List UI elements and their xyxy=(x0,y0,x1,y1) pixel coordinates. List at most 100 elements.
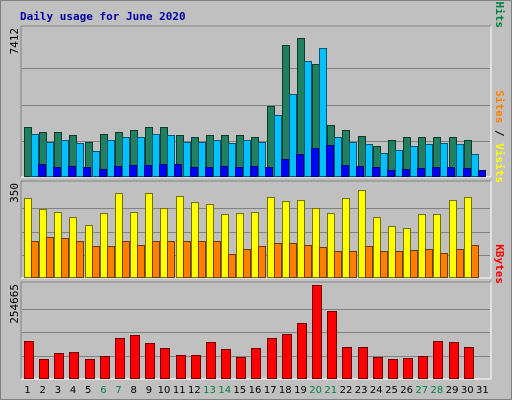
bar-files-day-18 xyxy=(289,94,297,177)
bar-files-day-27 xyxy=(425,144,433,177)
bar-sites-day-25 xyxy=(395,251,403,278)
bar-kbytes-day-10 xyxy=(160,348,170,379)
bar-sites-day-6 xyxy=(107,246,115,278)
bar-kbytes-day-24 xyxy=(373,357,383,379)
bar-pages-day-26 xyxy=(417,168,425,177)
bar-visits-day-3 xyxy=(54,212,62,278)
bar-visits-day-28 xyxy=(433,214,441,278)
day-label-10: 10 xyxy=(158,385,171,396)
bar-pages-day-16 xyxy=(265,167,273,177)
bar-sites-day-7 xyxy=(122,241,130,278)
bar-sites-day-29 xyxy=(456,249,464,278)
bar-files-day-21 xyxy=(334,137,342,177)
bar-sites-day-4 xyxy=(76,241,84,278)
bar-visits-day-16 xyxy=(251,212,259,278)
bar-kbytes-day-9 xyxy=(145,343,155,379)
bar-visits-day-24 xyxy=(373,217,381,278)
bar-files-day-11 xyxy=(183,142,191,177)
bar-pages-day-17 xyxy=(281,159,289,177)
panel-side-label: Pages / Files / Hits xyxy=(493,1,506,28)
bar-visits-day-7 xyxy=(115,193,123,278)
bar-files-day-12 xyxy=(198,142,206,177)
bar-pages-day-21 xyxy=(341,165,349,177)
bar-hits-day-1 xyxy=(24,127,32,177)
bar-visits-day-27 xyxy=(418,214,426,278)
day-label-17: 17 xyxy=(264,385,277,396)
bar-visits-day-13 xyxy=(206,204,214,278)
bar-pages-day-11 xyxy=(190,167,198,177)
bar-files-day-17 xyxy=(274,115,282,177)
day-label-27: 27 xyxy=(415,385,428,396)
bar-sites-day-12 xyxy=(198,241,206,278)
bar-visits-day-22 xyxy=(342,198,350,278)
bar-files-day-7 xyxy=(122,137,130,177)
bar-visits-day-2 xyxy=(39,209,47,278)
bar-visits-day-14 xyxy=(221,214,229,278)
bar-pages-day-12 xyxy=(205,167,213,177)
bar-kbytes-day-27 xyxy=(418,356,428,379)
bar-pages-day-29 xyxy=(463,168,471,177)
y-max-label: 254665 xyxy=(8,284,21,324)
day-label-11: 11 xyxy=(173,385,186,396)
bar-sites-day-22 xyxy=(349,251,357,278)
bar-files-day-8 xyxy=(137,137,145,177)
day-label-22: 22 xyxy=(340,385,353,396)
bar-kbytes-day-13 xyxy=(206,342,216,379)
bar-files-day-5 xyxy=(92,151,100,177)
day-label-6: 6 xyxy=(100,385,106,396)
bar-files-day-10 xyxy=(167,135,175,177)
bar-kbytes-day-16 xyxy=(251,348,261,379)
y-max-label: 7412 xyxy=(8,28,21,55)
bar-visits-day-25 xyxy=(388,226,396,278)
bar-kbytes-day-7 xyxy=(115,338,125,379)
day-label-4: 4 xyxy=(70,385,76,396)
bar-files-day-1 xyxy=(31,134,39,177)
day-label-28: 28 xyxy=(431,385,444,396)
bar-files-day-13 xyxy=(213,140,221,177)
bar-files-day-24 xyxy=(380,153,388,177)
day-label-12: 12 xyxy=(188,385,201,396)
bar-sites-day-16 xyxy=(258,246,266,278)
series-pages xyxy=(38,145,486,177)
panels-layer: 7412 Pages / Files / Hits 350 Sites / Visit… xyxy=(8,1,506,380)
bar-kbytes-day-3 xyxy=(54,353,64,379)
day-label-2: 2 xyxy=(40,385,46,396)
bar-pages-day-13 xyxy=(220,166,228,177)
bar-sites-day-10 xyxy=(167,241,175,278)
bar-sites-day-26 xyxy=(410,250,418,278)
bar-sites-day-9 xyxy=(152,241,160,278)
bar-visits-day-12 xyxy=(191,202,199,278)
bar-sites-day-20 xyxy=(319,247,327,278)
bar-kbytes-day-30 xyxy=(464,347,474,379)
bar-sites-day-15 xyxy=(243,249,251,278)
bar-pages-day-6 xyxy=(114,166,122,177)
bar-kbytes-day-20 xyxy=(312,285,322,379)
bar-kbytes-day-4 xyxy=(69,352,79,379)
series-kbytes xyxy=(24,285,474,379)
bar-kbytes-day-11 xyxy=(176,355,186,379)
bar-files-day-6 xyxy=(107,140,115,177)
side-label-part: KBytes xyxy=(493,244,506,284)
bar-visits-day-15 xyxy=(236,213,244,278)
day-label-30: 30 xyxy=(461,385,474,396)
bar-kbytes-day-1 xyxy=(24,341,34,379)
bar-pages-day-30 xyxy=(478,170,486,177)
day-label-25: 25 xyxy=(385,385,398,396)
day-label-29: 29 xyxy=(446,385,459,396)
bar-pages-day-5 xyxy=(99,169,107,177)
bar-pages-day-14 xyxy=(235,167,243,177)
side-label-part: / xyxy=(493,1,506,2)
bar-files-day-15 xyxy=(243,140,251,177)
bar-sites-day-13 xyxy=(213,241,221,278)
bar-sites-day-21 xyxy=(334,251,342,278)
bar-pages-day-15 xyxy=(250,166,258,177)
bar-sites-day-2 xyxy=(46,237,54,278)
bar-kbytes-day-2 xyxy=(39,359,49,379)
bar-files-day-25 xyxy=(395,150,403,177)
panel-side-label: Sites / Visits xyxy=(493,90,506,183)
bar-sites-day-30 xyxy=(471,245,479,278)
day-label-21: 21 xyxy=(324,385,337,396)
bar-kbytes-day-17 xyxy=(267,338,277,379)
